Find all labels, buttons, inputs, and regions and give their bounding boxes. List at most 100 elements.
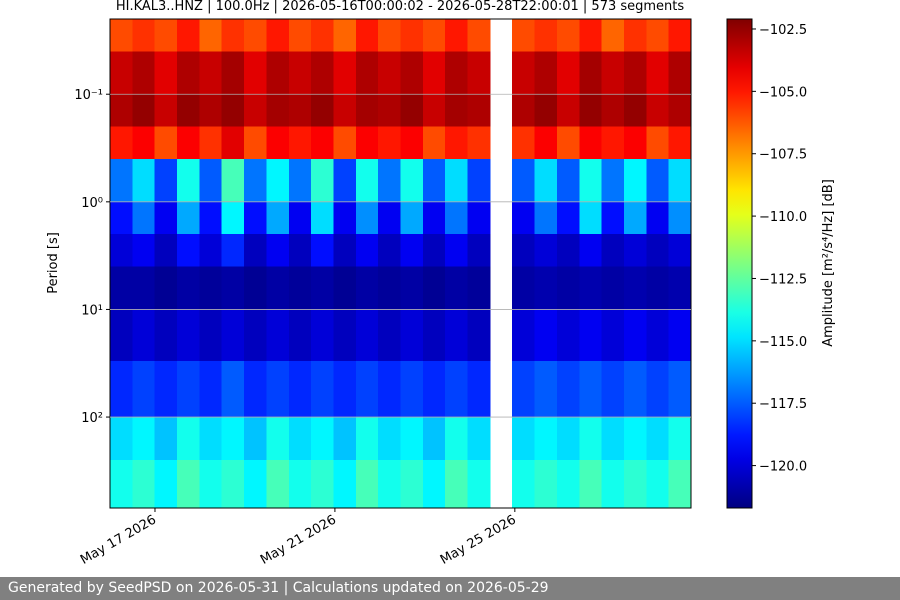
heatmap-cell	[556, 51, 580, 95]
heatmap-cell	[154, 19, 178, 52]
heatmap-cell	[199, 126, 223, 160]
heatmap-cell	[378, 51, 402, 95]
heatmap-cell	[177, 234, 200, 268]
heatmap-cell	[154, 234, 178, 268]
heatmap-cell	[445, 126, 469, 160]
heatmap-cell	[646, 309, 670, 362]
heatmap-cell	[199, 417, 223, 461]
chart: HI.KAL3..HNZ | 100.0Hz | 2026-05-16T00:0…	[46, 0, 836, 568]
heatmap-cell	[333, 234, 357, 268]
heatmap-cell	[422, 201, 446, 235]
heatmap-cell	[512, 94, 536, 128]
heatmap-cell	[132, 266, 156, 311]
colorbar	[726, 18, 753, 509]
heatmap-cell	[512, 417, 536, 461]
heatmap-cell	[244, 126, 268, 160]
heatmap-cell	[311, 266, 335, 311]
heatmap-cell	[378, 126, 402, 160]
heatmap-cell	[221, 309, 245, 362]
heatmap-cell	[467, 94, 491, 128]
heatmap-cell	[534, 360, 558, 418]
heatmap-cell	[132, 234, 156, 268]
heatmap-cell	[154, 126, 178, 160]
heatmap-cell	[400, 459, 424, 509]
heatmap-cell	[177, 19, 200, 52]
heatmap-cell	[445, 459, 469, 509]
heatmap-cell	[556, 234, 580, 268]
heatmap-cell	[132, 94, 156, 128]
heatmap-cell	[266, 234, 290, 268]
heatmap-cell	[266, 201, 290, 235]
heatmap-cell	[288, 459, 312, 509]
heatmap-cell	[333, 417, 357, 461]
heatmap-cell	[579, 266, 603, 311]
heatmap-cell	[556, 309, 580, 362]
heatmap-cell	[154, 51, 178, 95]
heatmap-cell	[422, 266, 446, 311]
heatmap-cell	[467, 360, 491, 418]
heatmap-cell	[199, 201, 223, 235]
heatmap-cell	[668, 51, 692, 95]
heatmap-cell	[244, 234, 268, 268]
heatmap-cell	[110, 94, 133, 128]
heatmap-cell	[668, 459, 692, 509]
heatmap-cell	[199, 51, 223, 95]
heatmap-cell	[311, 309, 335, 362]
heatmap-cell	[221, 266, 245, 311]
y-axis-label: Period [s]	[46, 232, 61, 294]
heatmap-cell	[556, 19, 580, 52]
heatmap-cell	[110, 266, 133, 311]
heatmap-cell	[623, 417, 647, 461]
heatmap-cell	[512, 201, 536, 235]
heatmap-cell	[110, 234, 133, 268]
heatmap-cell	[422, 19, 446, 52]
heatmap-cell	[154, 94, 178, 128]
heatmap-cell	[556, 459, 580, 509]
heatmap-cell	[579, 51, 603, 95]
heatmap-cell	[512, 19, 536, 52]
heatmap-cell	[400, 309, 424, 362]
heatmap-cell	[646, 19, 670, 52]
heatmap-cell	[512, 51, 536, 95]
heatmap-cell	[288, 360, 312, 418]
heatmap-cell	[288, 266, 312, 311]
heatmap-cell	[132, 126, 156, 160]
heatmap-cell	[556, 360, 580, 418]
heatmap-cell	[333, 309, 357, 362]
heatmap-cell	[601, 201, 625, 235]
heatmap-cell	[445, 309, 469, 362]
heatmap-cell	[579, 94, 603, 128]
heatmap-cell	[333, 159, 357, 203]
heatmap-cell	[579, 201, 603, 235]
heatmap-cell	[445, 19, 469, 52]
y-tick-label: 10⁻¹	[74, 88, 103, 103]
heatmap-cell	[646, 234, 670, 268]
heatmap-cell	[266, 19, 290, 52]
heatmap-cell	[512, 459, 536, 509]
heatmap-cell	[266, 94, 290, 128]
heatmap-cell	[132, 459, 156, 509]
heatmap-cell	[311, 51, 335, 95]
heatmap-cell	[601, 234, 625, 268]
colorbar-tick-label: −102.5	[759, 23, 807, 38]
heatmap-cell	[311, 94, 335, 128]
heatmap-cell	[221, 126, 245, 160]
heatmap-cell	[579, 459, 603, 509]
heatmap-cell	[422, 94, 446, 128]
heatmap-cell	[646, 94, 670, 128]
heatmap-cell	[668, 19, 692, 52]
heatmap-cell	[266, 417, 290, 461]
heatmap-cell	[378, 234, 402, 268]
colorbar-tick-label: −112.5	[759, 272, 807, 287]
heatmap-cell	[467, 417, 491, 461]
heatmap-cell	[288, 126, 312, 160]
heatmap-cell	[378, 19, 402, 52]
heatmap-cell	[601, 94, 625, 128]
heatmap-cell	[110, 19, 133, 52]
heatmap-cell	[132, 51, 156, 95]
colorbar-tick-label: −110.0	[759, 210, 807, 225]
heatmap-cell	[311, 159, 335, 203]
heatmap-cell	[579, 360, 603, 418]
heatmap-cell	[534, 51, 558, 95]
heatmap-cell	[199, 360, 223, 418]
